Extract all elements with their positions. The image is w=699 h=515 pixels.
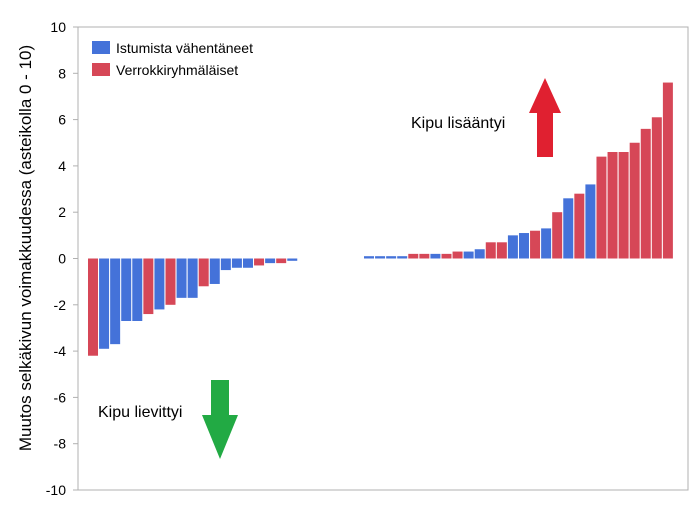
annotation-increase-label: Kipu lisääntyi <box>411 115 505 132</box>
bar-decreased-6 <box>143 258 154 315</box>
bar-decreased-17 <box>265 258 276 264</box>
arrow-down-icon <box>202 380 238 459</box>
bar-increased-19 <box>563 198 574 259</box>
bar-decreased-2 <box>99 258 110 349</box>
bar-decreased-12 <box>209 258 220 284</box>
legend-swatch-istumista <box>92 41 110 54</box>
bars <box>88 82 673 356</box>
bar-increased-23 <box>607 152 618 259</box>
bar-increased-2 <box>375 256 386 259</box>
y-axis-title: Muutos selkäkivun voimakkuudessa (asteik… <box>16 45 35 451</box>
bar-decreased-10 <box>187 258 198 298</box>
bar-increased-3 <box>386 256 397 259</box>
legend-label-verrokki: Verrokkiryhmäläiset <box>116 62 238 78</box>
bar-increased-14 <box>507 235 518 259</box>
bar-increased-6 <box>419 253 430 259</box>
bar-increased-21 <box>585 184 596 259</box>
y-tick-label: 6 <box>58 112 66 128</box>
bar-increased-10 <box>463 251 474 259</box>
bar-increased-7 <box>430 253 441 259</box>
bar-increased-25 <box>629 142 640 259</box>
y-tick-label: 2 <box>58 204 66 220</box>
bar-decreased-1 <box>88 258 98 356</box>
annotation-increase: Kipu lisääntyi <box>411 78 561 157</box>
legend: Istumista vähentäneet Verrokkiryhmäläise… <box>92 40 253 78</box>
bar-increased-12 <box>485 242 496 259</box>
bar-increased-22 <box>596 156 607 259</box>
bar-increased-5 <box>408 253 419 259</box>
y-tick-label: -4 <box>54 343 67 359</box>
bar-decreased-18 <box>276 258 287 264</box>
bar-increased-13 <box>496 242 507 259</box>
y-tick-label: -8 <box>54 436 67 452</box>
y-tick-label: -10 <box>46 482 66 498</box>
bar-decreased-8 <box>165 258 176 305</box>
y-tick-label: -6 <box>54 389 67 405</box>
arrow-up-icon <box>529 78 561 157</box>
bar-decreased-3 <box>110 258 121 345</box>
bar-increased-17 <box>541 228 552 259</box>
y-tick-label: 4 <box>58 158 66 174</box>
bar-increased-9 <box>452 251 463 259</box>
legend-swatch-verrokki <box>92 63 110 76</box>
bar-decreased-5 <box>132 258 143 321</box>
y-tick-label: 0 <box>58 251 66 267</box>
bar-increased-11 <box>474 249 485 259</box>
bar-increased-15 <box>518 233 529 259</box>
bar-increased-27 <box>651 117 662 259</box>
bar-increased-18 <box>552 212 563 259</box>
bar-increased-20 <box>574 193 585 259</box>
axes: -10 -8 -6 -4 -2 0 2 4 6 8 10 <box>46 19 689 498</box>
bar-decreased-15 <box>242 258 253 268</box>
bar-increased-8 <box>441 253 452 259</box>
y-tick-label: 10 <box>50 19 66 35</box>
bar-increased-28 <box>662 82 673 259</box>
bar-decreased-7 <box>154 258 165 310</box>
bar-increased-1 <box>364 256 374 259</box>
y-tick-label: 8 <box>58 65 66 81</box>
annotation-decrease: Kipu lievittyi <box>98 380 238 459</box>
bar-decreased-16 <box>254 258 265 266</box>
bar-decreased-9 <box>176 258 187 298</box>
annotation-decrease-label: Kipu lievittyi <box>98 404 182 421</box>
bar-increased-24 <box>618 152 629 259</box>
bar-decreased-11 <box>198 258 209 287</box>
bar-decreased-19 <box>287 258 298 261</box>
bar-increased-16 <box>530 230 541 259</box>
bar-decreased-14 <box>231 258 242 268</box>
bar-increased-26 <box>640 128 651 259</box>
legend-label-istumista: Istumista vähentäneet <box>116 40 253 56</box>
bar-increased-4 <box>397 256 408 259</box>
y-tick-label: -2 <box>54 297 67 313</box>
bar-decreased-13 <box>220 258 231 271</box>
bar-decreased-4 <box>121 258 132 321</box>
